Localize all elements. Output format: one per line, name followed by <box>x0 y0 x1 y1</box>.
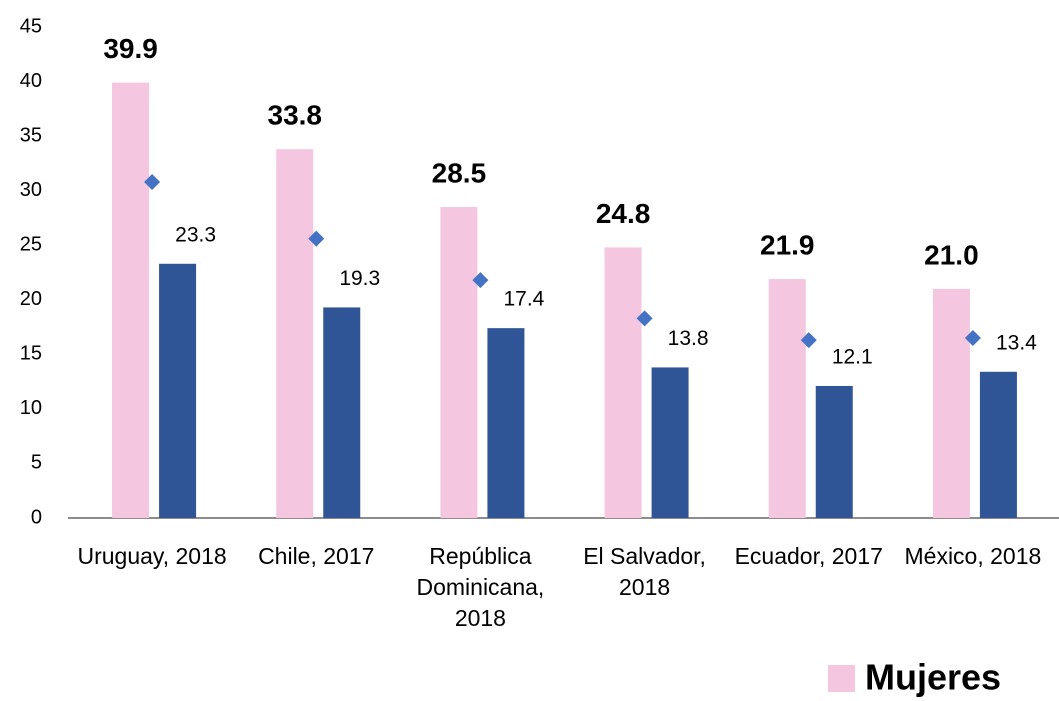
bar <box>815 385 853 518</box>
y-tick-label: 30 <box>20 179 42 201</box>
value-label: 23.3 <box>175 223 216 246</box>
y-tick-label: 10 <box>20 397 42 419</box>
value-label: 21.0 <box>924 239 979 270</box>
bar <box>112 82 150 518</box>
value-label: 13.4 <box>996 331 1037 354</box>
bar <box>979 371 1017 518</box>
x-tick-label: Uruguay, 2018 <box>77 543 227 569</box>
bar <box>604 247 642 518</box>
value-label: 21.9 <box>760 229 815 260</box>
diamond-marker <box>800 332 817 349</box>
y-tick-label: 0 <box>31 506 42 528</box>
diamond-marker <box>472 272 489 289</box>
bar <box>651 367 689 518</box>
value-label: 28.5 <box>432 157 487 188</box>
x-tick-label: México, 2018 <box>904 543 1042 569</box>
bar <box>323 307 361 518</box>
y-tick-label: 15 <box>20 343 42 365</box>
bar <box>159 263 197 518</box>
value-label: 24.8 <box>596 198 651 229</box>
diamond-marker <box>144 173 161 190</box>
y-tick-label: 20 <box>20 288 42 310</box>
y-tick-label: 40 <box>20 70 42 92</box>
value-label: 39.9 <box>103 33 158 64</box>
bar <box>487 328 525 518</box>
bar <box>440 207 478 519</box>
y-tick-label: 25 <box>20 234 42 256</box>
diamond-marker <box>308 230 325 247</box>
y-tick-label: 35 <box>20 124 42 146</box>
x-tick-label: El Salvador, 2018 <box>583 543 706 600</box>
y-tick-label: 5 <box>31 452 42 474</box>
value-label: 19.3 <box>339 267 380 290</box>
bar <box>276 149 314 518</box>
y-tick-label: 45 <box>20 15 42 37</box>
legend-label: Mujeres <box>865 657 1001 698</box>
value-label: 17.4 <box>503 288 544 311</box>
value-label: 12.1 <box>832 346 873 369</box>
value-label: 33.8 <box>268 100 323 131</box>
x-tick-label: República Dominicana, 2018 <box>416 543 545 631</box>
bar <box>768 279 806 518</box>
x-tick-label: Ecuador, 2017 <box>734 543 883 569</box>
value-label: 13.8 <box>668 327 709 350</box>
diamond-marker <box>636 310 653 327</box>
bar <box>932 288 970 518</box>
diamond-marker <box>964 329 981 346</box>
x-tick-label: Chile, 2017 <box>258 543 375 569</box>
legend-swatch <box>828 665 855 692</box>
